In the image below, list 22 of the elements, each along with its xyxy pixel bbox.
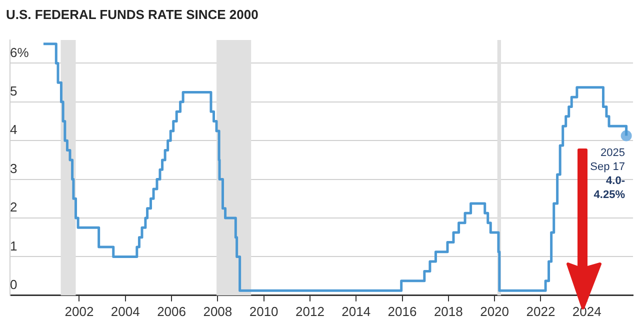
x-tick-label: 2010	[249, 304, 278, 319]
x-tick-label: 2002	[64, 304, 94, 319]
x-tick-label: 2004	[110, 304, 140, 319]
x-tick-label: 2008	[203, 304, 232, 319]
y-tick-label: 3	[10, 160, 18, 176]
x-tick-label: 2006	[157, 304, 186, 319]
y-tick-label: 1	[10, 238, 18, 254]
annotation: 4.0- 4.25%	[594, 175, 626, 202]
y-tick-label: 6%	[10, 44, 30, 60]
x-tick-label: 2012	[296, 304, 324, 319]
x-tick-label: 2024	[572, 304, 602, 319]
x-tick-label: 2022	[526, 304, 556, 319]
x-tick-label: 2014	[342, 304, 371, 319]
y-tick-label: 4	[10, 122, 18, 138]
x-tick-label: 2018	[434, 304, 463, 319]
annotation: 2025 Sep 17	[590, 147, 625, 174]
x-tick-label: 2020	[480, 304, 510, 319]
y-tick-label: 5	[10, 83, 18, 98]
x-tick-label: 2016	[388, 304, 417, 319]
y-tick-label: 2	[10, 200, 18, 215]
chart-title: U.S. FEDERAL FUNDS RATE SINCE 2000	[6, 7, 258, 22]
y-tick-label: 0	[10, 276, 18, 292]
